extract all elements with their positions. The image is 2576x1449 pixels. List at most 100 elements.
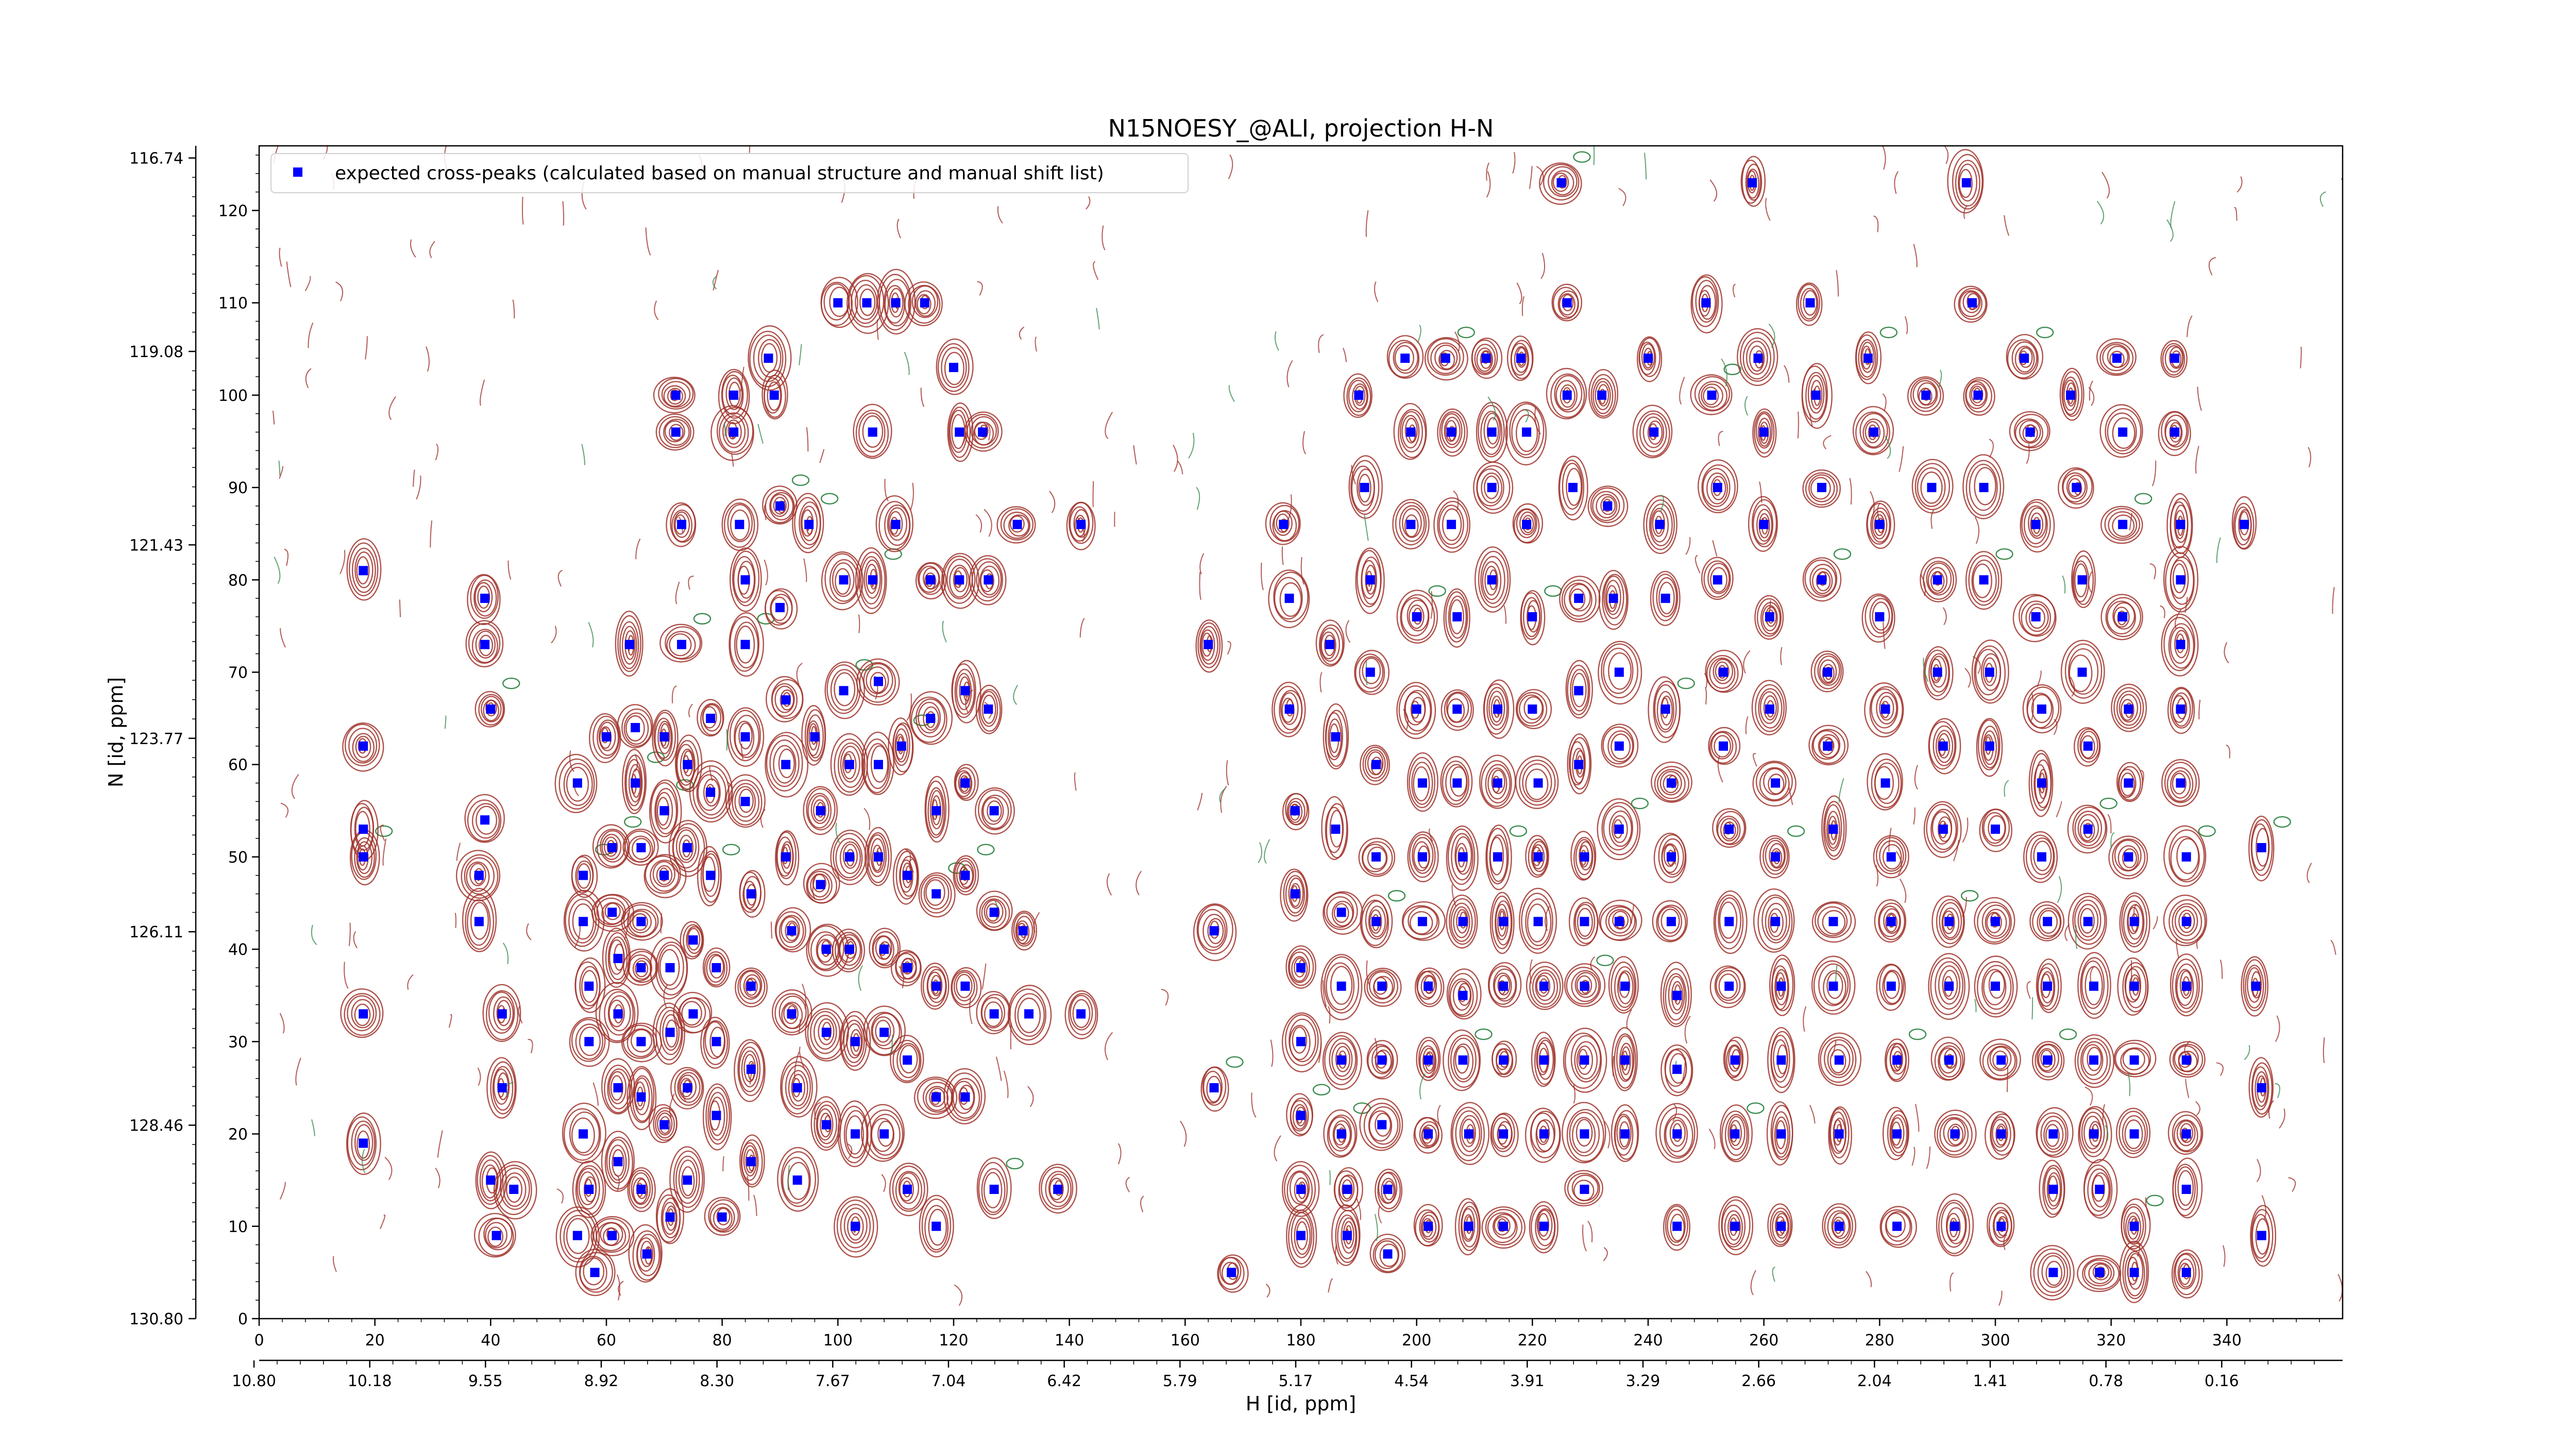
noise-contour — [997, 206, 1003, 224]
cross-peak-point — [2181, 917, 2191, 926]
positive-contour — [1754, 595, 1784, 640]
cross-peak-point — [1828, 917, 1838, 926]
noise-contour — [1453, 491, 1459, 511]
positive-contour — [623, 904, 659, 938]
positive-contour — [2036, 958, 2062, 1013]
positive-contour — [2122, 1115, 2146, 1152]
noise-contour — [814, 1102, 821, 1120]
positive-contour — [870, 838, 885, 873]
positive-contour — [1723, 821, 1736, 840]
noise-contour — [2195, 1101, 2200, 1116]
positive-contour — [1812, 568, 1833, 595]
positive-contour — [455, 850, 501, 902]
positive-contour — [1761, 897, 1790, 943]
positive-contour — [1200, 629, 1215, 661]
positive-contour — [1663, 774, 1679, 794]
noise-contour — [2187, 315, 2193, 338]
positive-contour — [1614, 1033, 1636, 1089]
cross-peak-point — [851, 1129, 860, 1139]
cross-peak-point — [1539, 1129, 1549, 1139]
noise-contour — [1590, 956, 1596, 971]
positive-contour — [1437, 500, 1468, 549]
cross-peak-point — [1603, 501, 1613, 511]
positive-contour — [2162, 343, 2185, 376]
positive-contour — [1713, 659, 1734, 684]
noise-contour — [1322, 980, 1327, 1007]
positive-contour — [1656, 691, 1674, 731]
cross-peak-point — [1875, 519, 1885, 529]
noise-contour — [1974, 516, 1979, 544]
positive-contour — [622, 829, 659, 866]
negative-contour — [2059, 1029, 2077, 1040]
positive-contour — [1327, 1115, 1356, 1157]
cross-peak-point — [602, 732, 611, 742]
cross-peak-point — [1481, 353, 1491, 363]
positive-contour — [2092, 1263, 2110, 1280]
noise-contour — [760, 808, 766, 828]
positive-contour — [1862, 418, 1885, 448]
positive-contour — [2031, 1041, 2065, 1081]
positive-contour — [351, 999, 375, 1029]
cross-peak-point — [1487, 427, 1497, 437]
positive-contour — [1413, 766, 1430, 802]
noise-contour — [616, 1274, 620, 1301]
positive-contour — [1332, 1120, 1351, 1149]
positive-contour — [2067, 804, 2108, 854]
cross-peak-point — [706, 787, 716, 797]
cross-peak-point — [1614, 667, 1624, 677]
positive-contour — [1831, 1212, 1850, 1239]
positive-contour — [1605, 906, 1636, 937]
positive-contour — [654, 717, 673, 759]
positive-contour — [2033, 764, 2047, 804]
cross-peak-point — [579, 870, 588, 880]
cross-peak-point — [1533, 778, 1543, 788]
cross-peak-point — [1666, 778, 1676, 788]
positive-contour — [913, 1076, 958, 1119]
positive-contour — [2079, 731, 2098, 760]
positive-contour — [1045, 1171, 1072, 1207]
noise-contour — [634, 754, 638, 772]
noise-contour — [803, 558, 807, 582]
positive-contour — [1661, 843, 1679, 873]
noise-contour — [1895, 851, 1902, 875]
cross-peak-point — [1991, 917, 2000, 926]
noise-contour — [1587, 1221, 1593, 1242]
positive-contour — [1601, 802, 1639, 855]
noise-contour — [2275, 1015, 2280, 1042]
cross-peak-point — [1701, 298, 1711, 308]
noise-contour — [2308, 447, 2312, 467]
positive-contour — [1406, 752, 1438, 812]
positive-contour — [1320, 631, 1336, 660]
positive-contour — [2040, 1049, 2053, 1068]
positive-contour — [2080, 957, 2109, 1015]
positive-contour — [1286, 798, 1306, 825]
positive-contour — [2176, 969, 2194, 1006]
positive-contour — [1450, 1102, 1490, 1166]
cross-peak-point — [1447, 427, 1456, 437]
positive-contour — [894, 728, 908, 763]
positive-contour — [818, 1018, 835, 1046]
noise-contour — [1753, 753, 1757, 767]
noise-contour — [802, 983, 806, 1009]
positive-contour — [1338, 1174, 1359, 1207]
positive-contour — [889, 1162, 928, 1217]
positive-contour — [503, 1172, 527, 1207]
positive-contour — [1804, 559, 1838, 598]
positive-contour — [1486, 687, 1508, 730]
positive-contour — [2113, 687, 2144, 729]
positive-contour — [1539, 162, 1582, 205]
positive-contour — [1564, 1170, 1603, 1207]
positive-contour — [1774, 969, 1789, 1006]
cross-peak-point — [2129, 917, 2139, 926]
positive-contour — [1920, 557, 1957, 602]
noise-contour — [1180, 1120, 1187, 1147]
cross-peak-point — [851, 1037, 860, 1047]
positive-contour — [473, 579, 497, 617]
positive-contour — [1959, 290, 1982, 317]
positive-contour — [863, 559, 881, 599]
positive-contour — [608, 1144, 627, 1181]
positive-contour — [1416, 1037, 1441, 1081]
noise-contour — [669, 1093, 675, 1118]
noise-contour — [896, 218, 902, 239]
positive-contour — [1558, 293, 1575, 316]
